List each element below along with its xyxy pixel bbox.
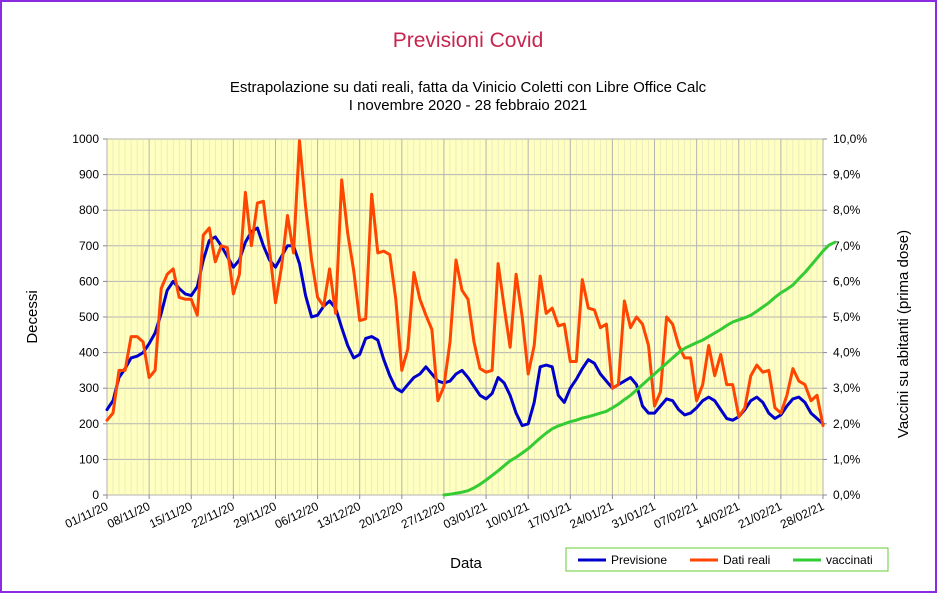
x-tick-label: 01/11/20	[63, 499, 111, 531]
y-tick-label: 300	[79, 381, 99, 395]
chart-subtitle-line2: I novembre 2020 - 28 febbraio 2021	[349, 97, 588, 114]
y-axis-title: Decessi	[24, 290, 41, 343]
series-line-previsione	[105, 226, 825, 428]
x-tick-label: 15/11/20	[147, 499, 195, 531]
y2-tick-label: 4,0%	[833, 346, 861, 360]
series-lines	[105, 139, 837, 497]
chart-subtitle-line1: Estrapolazione su dati reali, fatta da V…	[230, 79, 707, 96]
y2-tick-label: 9,0%	[833, 168, 861, 182]
y2-tick-label: 3,0%	[833, 381, 861, 395]
y2-tick-label: 8,0%	[833, 203, 861, 217]
x-tick-label: 10/01/21	[483, 499, 532, 532]
y-axis-ticks: 0 100 200 300 400 500 600 700 800 900 1000	[72, 132, 107, 502]
x-tick-label: 14/02/21	[694, 499, 743, 532]
chart-title: Previsioni Covid	[393, 29, 544, 52]
y2-axis-ticks: 0,0% 1,0% 2,0% 3,0% 4,0% 5,0% 6,0% 7,0% 8,0% 9,0%…	[823, 132, 867, 502]
x-axis-title: Data	[450, 555, 482, 572]
x-tick-label: 28/02/21	[778, 499, 827, 532]
y-tick-label: 0	[92, 488, 99, 502]
x-tick-label: 22/11/20	[189, 499, 237, 531]
series-line-vaccinati	[442, 240, 837, 497]
y-tick-label: 600	[79, 274, 99, 288]
y2-tick-label: 1,0%	[833, 452, 861, 466]
y2-tick-label: 7,0%	[833, 239, 861, 253]
x-tick-label: 21/02/21	[736, 499, 785, 532]
y2-tick-label: 10,0%	[833, 132, 867, 146]
x-tick-label: 17/01/21	[525, 499, 574, 532]
x-tick-label: 29/11/20	[231, 499, 279, 531]
legend: Previsione Dati reali vaccinati	[565, 547, 889, 572]
y-tick-label: 400	[79, 346, 99, 360]
legend-box	[565, 547, 889, 572]
x-tick-label: 31/01/21	[610, 499, 659, 532]
y2-tick-label: 5,0%	[833, 310, 861, 324]
x-tick-label: 08/11/20	[105, 499, 153, 531]
x-axis-ticks: 01/11/2008/11/2015/11/2022/11/2029/11/20…	[63, 495, 827, 531]
x-tick-label: 06/12/20	[273, 499, 322, 532]
legend-label-dati-reali: Dati reali	[723, 553, 770, 567]
series-line-dati-reali	[105, 139, 825, 428]
y-tick-label: 500	[79, 310, 99, 324]
y-tick-label: 200	[79, 417, 99, 431]
y2-tick-label: 2,0%	[833, 417, 861, 431]
y-tick-label: 800	[79, 203, 99, 217]
x-tick-label: 20/12/20	[357, 499, 406, 532]
y2-tick-label: 0,0%	[833, 488, 861, 502]
y-tick-label: 1000	[72, 132, 99, 146]
gridlines	[106, 138, 824, 496]
x-tick-label: 13/12/20	[315, 499, 364, 532]
x-tick-label: 03/01/21	[441, 499, 490, 532]
legend-label-previsione: Previsione	[611, 553, 667, 567]
y2-tick-label: 6,0%	[833, 274, 861, 288]
y-tick-label: 700	[79, 239, 99, 253]
y-tick-label: 900	[79, 168, 99, 182]
x-tick-label: 07/02/21	[652, 499, 701, 532]
x-tick-label: 27/12/20	[399, 499, 448, 532]
x-tick-label: 24/01/21	[567, 499, 616, 532]
y-tick-label: 100	[79, 452, 99, 466]
legend-label-vaccinati: vaccinati	[826, 553, 873, 567]
y2-axis-title: Vaccini su abitanti (prima dose)	[895, 230, 912, 438]
